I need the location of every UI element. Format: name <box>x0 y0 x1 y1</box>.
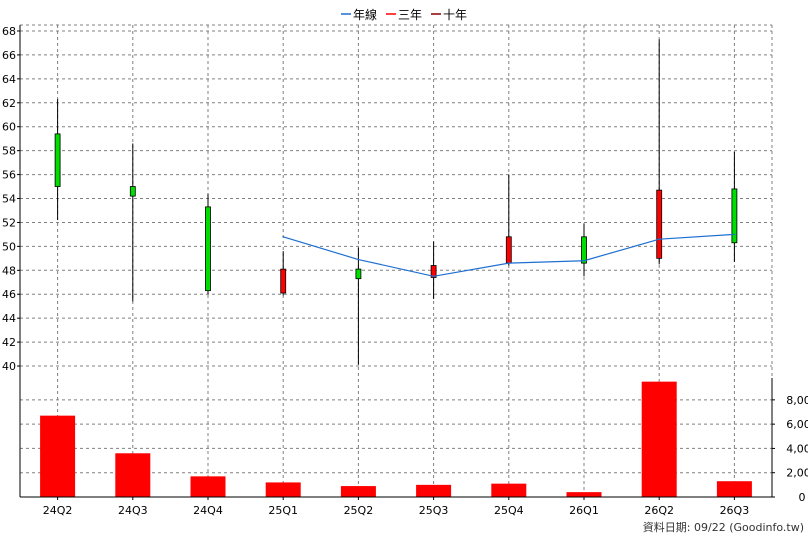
volume-panel: 0 2,000 4,000 6,000 8,000 <box>20 378 808 504</box>
volume-bar-2 <box>190 476 226 497</box>
price-tick-label-8: 56 <box>2 169 16 182</box>
annual-line-point-9 <box>733 233 736 236</box>
annual-line-point-4 <box>357 258 360 261</box>
price-tick-label-2: 44 <box>2 312 16 325</box>
volume-bar-0 <box>40 415 76 497</box>
candle-body-0 <box>54 133 61 187</box>
volume-bar-8 <box>641 381 677 497</box>
price-tick-label-11: 62 <box>2 97 16 110</box>
candle-body-4 <box>355 268 362 280</box>
annual-line-series <box>282 233 736 278</box>
volume-bar-5 <box>416 484 452 497</box>
candle-body-9 <box>731 188 738 244</box>
x-tick-label-8: 26Q2 <box>644 504 674 517</box>
annual-line-point-5 <box>432 275 435 278</box>
volume-tick-label-1: 2,000 <box>786 467 808 480</box>
x-tick-label-2: 24Q4 <box>193 504 223 517</box>
price-tick-label-10: 60 <box>2 121 16 134</box>
x-axis: 24Q2 24Q3 24Q4 25Q1 25Q2 25Q3 25Q4 26Q1 26Q2 26Q3 <box>19 378 772 517</box>
volume-bar-1 <box>115 453 151 497</box>
price-tick-label-6: 52 <box>2 216 16 229</box>
volume-tick-label-3: 6,000 <box>786 418 808 431</box>
candle-body-2 <box>205 206 211 292</box>
volume-axis: 0 2,000 4,000 6,000 8,000 <box>771 378 808 504</box>
candlestick-series <box>54 39 738 365</box>
x-tick-label-0: 24Q2 <box>43 504 73 517</box>
legend-label-1: 三年 <box>398 8 422 22</box>
volume-bar-4 <box>340 486 376 497</box>
legend-label-0: 年線 <box>353 7 377 22</box>
candle-body-1 <box>129 186 136 197</box>
annual-line-point-8 <box>658 238 660 240</box>
x-tick-label-4: 25Q2 <box>344 504 374 517</box>
volume-bar-7 <box>566 492 602 497</box>
volume-tick-label-2: 4,000 <box>786 442 808 455</box>
price-panel: 40 42 44 46 48 50 52 54 56 58 60 62 64 66 68 <box>2 24 773 497</box>
annual-line-point-6 <box>508 262 510 264</box>
volume-bar-series <box>40 381 752 497</box>
volume-bar-9 <box>716 481 752 497</box>
data-date-note: 資料日期: 09/22 (Goodinfo.tw) <box>643 520 804 534</box>
legend-label-2: 十年 <box>443 8 467 22</box>
price-tick-label-13: 66 <box>2 49 16 62</box>
volume-tick-label-4: 8,000 <box>786 394 808 407</box>
x-tick-label-6: 25Q4 <box>494 504 524 517</box>
chart-legend: 年線 三年 十年 <box>341 7 467 22</box>
annual-line-point-7 <box>583 259 585 262</box>
volume-bar-3 <box>265 482 301 497</box>
x-tick-label-3: 25Q1 <box>268 504 298 517</box>
price-tick-label-3: 46 <box>2 288 16 301</box>
x-tick-label-5: 25Q3 <box>419 504 449 517</box>
candle-body-7 <box>581 236 587 264</box>
candle-body-5 <box>430 265 437 278</box>
candle-body-3 <box>280 268 287 294</box>
price-tick-label-9: 58 <box>2 145 16 158</box>
x-tick-label-1: 24Q3 <box>118 504 148 517</box>
x-tick-label-7: 26Q1 <box>569 504 599 517</box>
candle-body-6 <box>505 236 512 264</box>
price-tick-label-5: 50 <box>2 240 16 253</box>
price-tick-label-1: 42 <box>2 336 16 349</box>
price-tick-label-7: 54 <box>2 193 16 206</box>
price-tick-label-14: 68 <box>2 25 16 38</box>
price-axis: 40 42 44 46 48 50 52 54 56 58 60 62 64 66 68 <box>2 25 21 378</box>
price-tick-label-12: 64 <box>2 73 16 86</box>
candle-body-8 <box>656 189 663 259</box>
volume-bar-6 <box>491 483 527 497</box>
annual-line-point-3 <box>282 236 285 238</box>
x-tick-label-9: 26Q3 <box>720 504 750 517</box>
price-tick-label-0: 40 <box>2 360 16 373</box>
volume-tick-label-0: 0 <box>799 491 806 504</box>
price-tick-label-4: 48 <box>2 264 16 277</box>
